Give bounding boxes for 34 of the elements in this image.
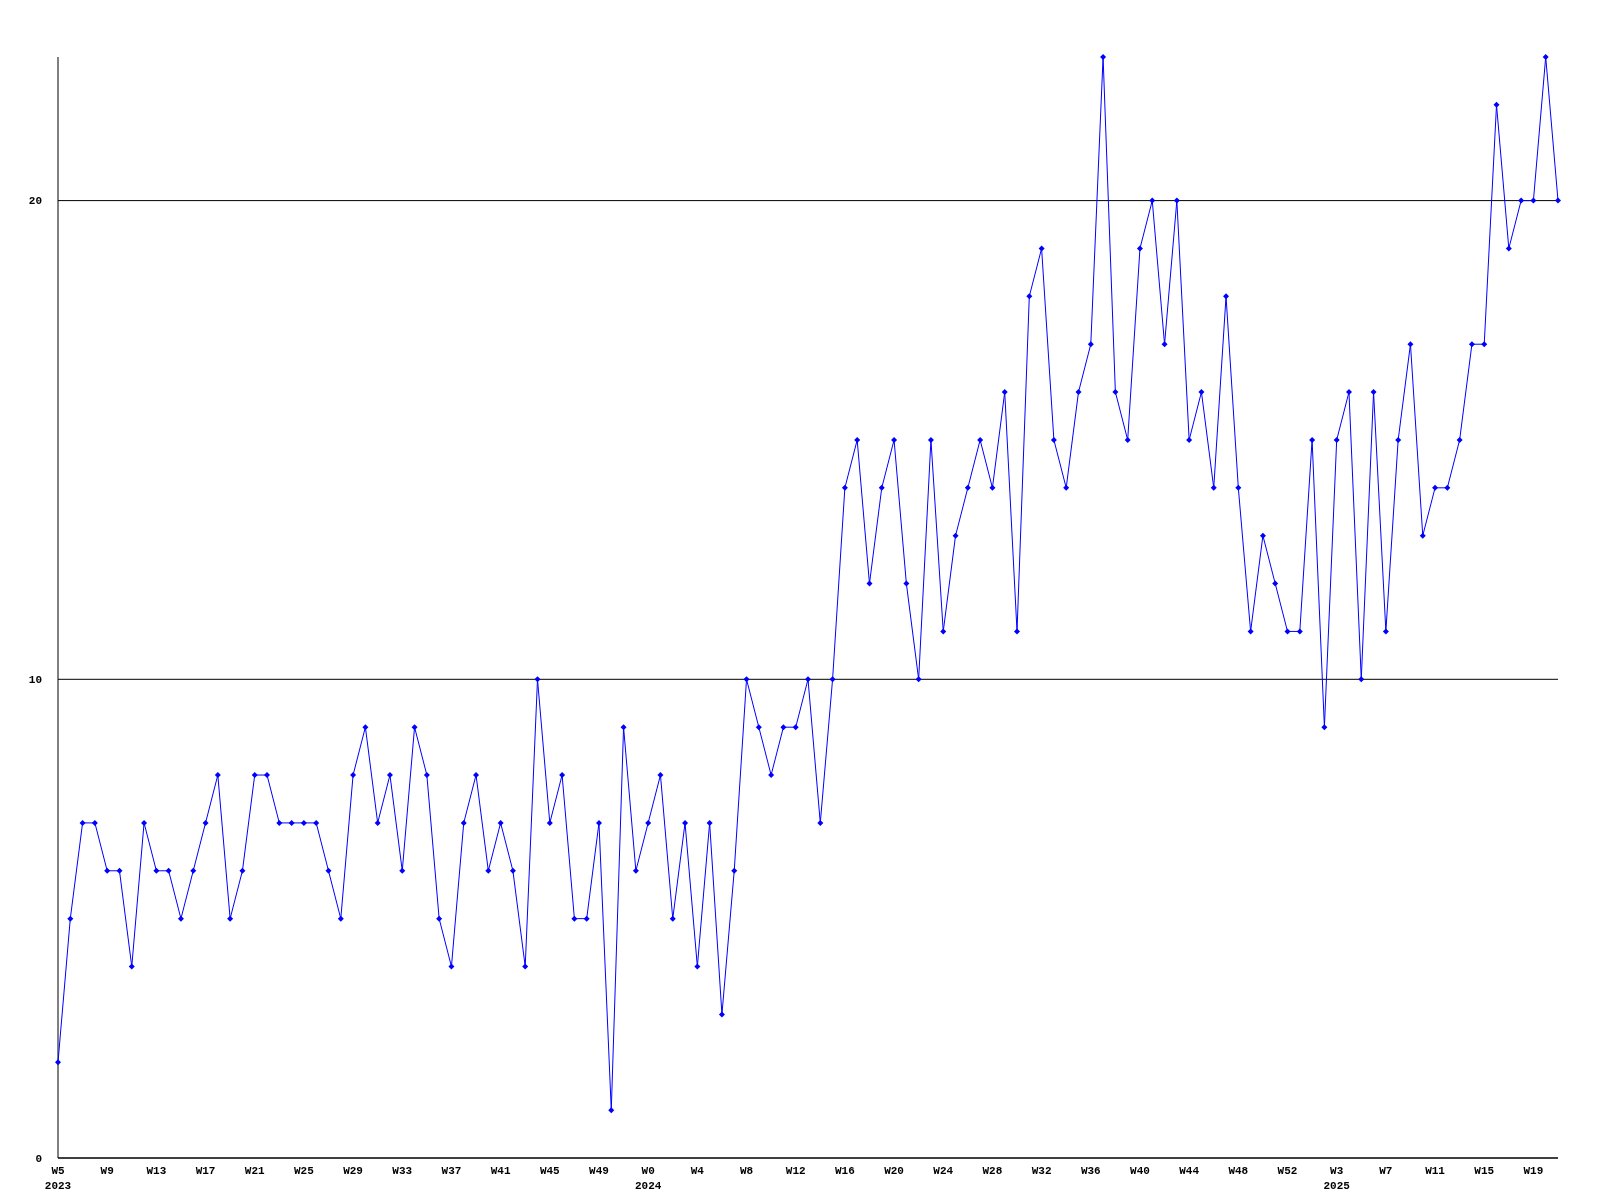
x-tick-label: W3 2025	[1323, 1165, 1351, 1192]
x-tick-label: W19	[1523, 1165, 1544, 1177]
x-tick-label: W44	[1179, 1165, 1200, 1177]
x-tick-label: W13	[146, 1165, 167, 1177]
x-tick-label: W40	[1130, 1165, 1150, 1177]
x-tick-label: W20	[884, 1165, 904, 1177]
y-tick-label: 0	[35, 1152, 42, 1165]
x-tick-label: W9	[100, 1165, 114, 1177]
x-tick-label: W25	[294, 1165, 315, 1177]
x-tick-label: W29	[343, 1165, 363, 1177]
y-tick-label: 10	[28, 674, 42, 687]
x-tick-label: W28	[982, 1165, 1003, 1177]
x-tick-label: W41	[490, 1165, 511, 1177]
x-tick-label: W37	[441, 1165, 462, 1177]
x-tick-label: W12	[785, 1165, 806, 1177]
x-tick-label: W52	[1277, 1165, 1298, 1177]
x-tick-label: W48	[1228, 1165, 1249, 1177]
x-tick-label: W17	[195, 1165, 216, 1177]
x-tick-label: W49	[589, 1165, 609, 1177]
x-tick-label: W8	[739, 1165, 754, 1177]
x-tick-label: W32	[1031, 1165, 1052, 1177]
y-tick-label: 20	[28, 195, 42, 208]
x-tick-label: W33	[392, 1165, 413, 1177]
x-tick-label: W15	[1474, 1165, 1495, 1177]
x-tick-label: W16	[834, 1165, 855, 1177]
x-tick-label: W7	[1379, 1165, 1393, 1177]
x-tick-label: W11	[1425, 1165, 1446, 1177]
x-tick-label: W36	[1080, 1165, 1101, 1177]
x-tick-label: W0 2024	[634, 1165, 662, 1192]
x-tick-label: W4	[690, 1165, 705, 1177]
x-tick-label: W5 2023	[44, 1165, 72, 1192]
x-tick-label: W45	[539, 1165, 561, 1177]
x-tick-label: W21	[244, 1165, 266, 1177]
x-tick-label: W24	[933, 1165, 954, 1177]
